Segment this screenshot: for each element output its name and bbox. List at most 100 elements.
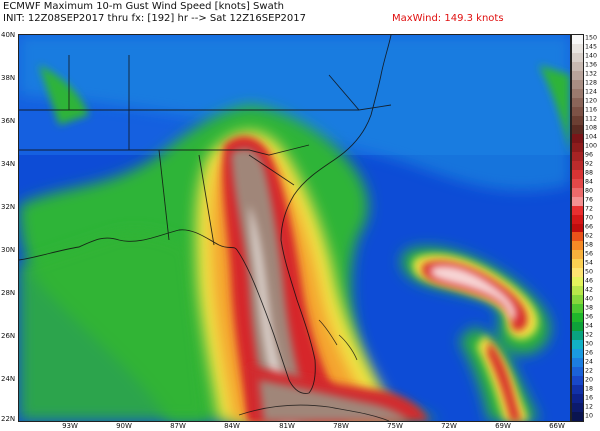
colorbar-label: 24: [585, 358, 594, 366]
colorbar-label: 72: [585, 205, 594, 213]
lon-label: 66W: [549, 422, 565, 430]
colorbar-label: 50: [585, 268, 594, 276]
colorbar-label: 26: [585, 349, 594, 357]
lon-label: 87W: [170, 422, 186, 430]
colorbar-cell: [572, 70, 583, 81]
colorbar-label: 66: [585, 223, 594, 231]
colorbar-label: 10: [585, 412, 594, 419]
colorbar-label: 96: [585, 151, 594, 159]
islands: [238, 319, 390, 421]
lat-label: 24N: [1, 375, 16, 383]
colorbar-cell: [572, 394, 583, 404]
colorbar-cell: [572, 358, 583, 368]
colorbar-label: 70: [585, 214, 594, 222]
colorbar-cell: [572, 331, 583, 341]
colorbar-label: 38: [585, 304, 594, 312]
colorbar-cell: [572, 178, 583, 189]
map-title: ECMWF Maximum 10-m Gust Wind Speed [knot…: [3, 1, 284, 12]
lon-label: 81W: [279, 422, 295, 430]
colorbar-label: 145: [585, 43, 598, 51]
colorbar-cell: [572, 187, 583, 198]
colorbar-cell: [572, 169, 583, 180]
colorbar-label: 56: [585, 250, 594, 258]
colorbar-label: 32: [585, 331, 594, 339]
colorbar-label: 16: [585, 394, 594, 402]
colorbar-cell: [572, 367, 583, 377]
colorbar-label: 30: [585, 340, 594, 348]
colorbar-label: 34: [585, 322, 594, 330]
colorbar-cell: [572, 124, 583, 135]
lat-label: 36N: [1, 117, 16, 125]
lat-label: 34N: [1, 160, 16, 168]
colorbar: [571, 34, 584, 422]
colorbar-cell: [572, 196, 583, 207]
colorbar-cell: [572, 79, 583, 90]
colorbar-cell: [572, 106, 583, 117]
lon-label: 75W: [387, 422, 403, 430]
colorbar-cell: [572, 133, 583, 144]
colorbar-cell: [572, 232, 583, 242]
colorbar-label: 92: [585, 160, 594, 168]
colorbar-cell: [572, 160, 583, 171]
colorbar-label: 100: [585, 142, 598, 150]
colorbar-cell: [572, 295, 583, 305]
colorbar-cell: [572, 376, 583, 386]
colorbar-cell: [572, 268, 583, 278]
colorbar-label: 88: [585, 169, 594, 177]
max-wind-readout: MaxWind: 149.3 knots: [392, 13, 504, 24]
colorbar-cell: [572, 88, 583, 99]
colorbar-label: 108: [585, 124, 598, 132]
colorbar-label: 136: [585, 61, 598, 69]
colorbar-cell: [572, 412, 583, 422]
wind-swath-map: [18, 34, 571, 422]
colorbar-label: 76: [585, 196, 594, 204]
lon-label: 93W: [62, 422, 78, 430]
lat-label: 28N: [1, 289, 16, 297]
lat-label: 26N: [1, 332, 16, 340]
colorbar-cell: [572, 52, 583, 63]
colorbar-label: 42: [585, 286, 594, 294]
init-line: INIT: 12Z08SEP2017 thru fx: [192] hr -->…: [3, 13, 306, 24]
colorbar-label: 54: [585, 259, 594, 267]
lat-label: 22N: [1, 415, 16, 423]
lon-label: 90W: [116, 422, 132, 430]
colorbar-cell: [572, 385, 583, 395]
colorbar-cell: [572, 241, 583, 251]
colorbar-cell: [572, 277, 583, 287]
colorbar-label: 62: [585, 232, 594, 240]
lat-label: 38N: [1, 74, 16, 82]
colorbar-cell: [572, 259, 583, 269]
colorbar-label: 20: [585, 376, 594, 384]
colorbar-label: 58: [585, 241, 594, 249]
colorbar-label: 132: [585, 70, 598, 78]
colorbar-cell: [572, 142, 583, 153]
lon-label: 78W: [333, 422, 349, 430]
lat-label: 30N: [1, 246, 16, 254]
colorbar-label: 18: [585, 385, 594, 393]
colorbar-label: 22: [585, 367, 594, 375]
colorbar-cell: [572, 205, 583, 216]
colorbar-cell: [572, 61, 583, 72]
colorbar-label: 124: [585, 88, 598, 96]
colorbar-cell: [572, 313, 583, 323]
lon-label: 69W: [495, 422, 511, 430]
colorbar-label: 12: [585, 403, 594, 411]
colorbar-cell: [572, 250, 583, 260]
colorbar-cell: [572, 97, 583, 108]
atlantic-loop-swath: [401, 247, 550, 421]
colorbar-label: 116: [585, 106, 598, 114]
colorbar-label: 40: [585, 295, 594, 303]
colorbar-cell: [572, 286, 583, 296]
lon-label: 72W: [441, 422, 457, 430]
colorbar-cell: [572, 322, 583, 332]
lon-label: 84W: [224, 422, 240, 430]
colorbar-label: 104: [585, 133, 598, 141]
colorbar-label: 120: [585, 97, 598, 105]
colorbar-cell: [572, 214, 583, 224]
colorbar-label: 84: [585, 178, 594, 186]
colorbar-label: 46: [585, 277, 594, 285]
colorbar-cell: [572, 403, 583, 413]
colorbar-label: 80: [585, 187, 594, 195]
colorbar-label: 140: [585, 52, 598, 60]
colorbar-cell: [572, 115, 583, 126]
